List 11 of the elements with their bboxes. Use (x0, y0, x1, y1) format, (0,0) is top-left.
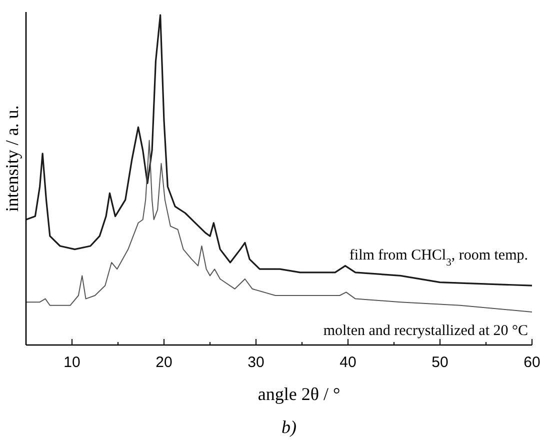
x-tick-label: 40 (340, 354, 356, 371)
x-axis-title: angle 2θ / ° (258, 384, 340, 404)
x-tick-label: 20 (156, 354, 172, 371)
series-label: film from CHCl$_{3}$, room temp. (349, 248, 528, 268)
x-tick-label: 30 (248, 354, 264, 371)
x-tick-label: 60 (524, 354, 540, 371)
series-label: molten and recrystallized at 20 °C (323, 323, 528, 339)
y-axis-title: intensity / a. u. (2, 105, 22, 212)
x-tick-label: 50 (432, 354, 448, 371)
x-tick-label: 10 (64, 354, 80, 371)
text: b) (282, 417, 296, 437)
